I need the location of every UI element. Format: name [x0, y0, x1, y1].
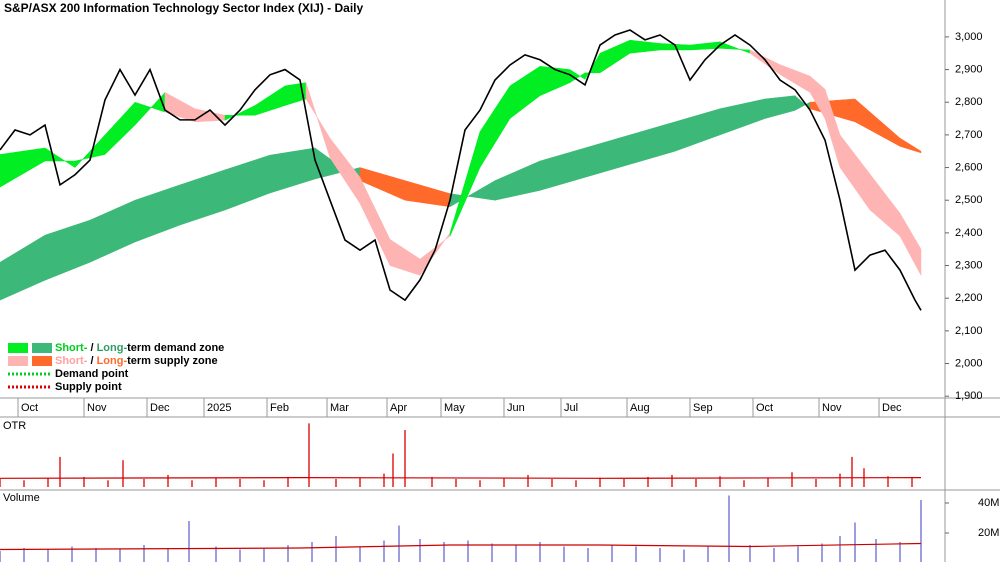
legend-text-part: term demand zone: [127, 342, 224, 354]
y-tick-label: 2,200: [955, 292, 983, 304]
zone-band: [899, 212, 922, 276]
x-tick-label: May: [444, 402, 465, 414]
legend-text-part: Long-: [97, 355, 128, 367]
y-tick-label: 2,300: [955, 259, 983, 271]
legend-text-part: Short-: [55, 342, 88, 354]
volume-average: [0, 542, 922, 551]
otr-average: [0, 477, 922, 479]
y-tick-label: 2,000: [955, 357, 983, 369]
legend-label: Short- / Long-term demand zone: [55, 342, 224, 354]
legend-text-part: Long-: [97, 342, 128, 354]
x-tick-label: Mar: [330, 402, 349, 414]
y-tick-label: 20M: [978, 527, 999, 539]
legend-swatch: [32, 356, 52, 366]
legend-swatch: [8, 356, 28, 366]
price-line: [0, 29, 922, 311]
legend-label: Demand point: [55, 368, 129, 380]
y-tick-label: 2,800: [955, 96, 983, 108]
legend-label: Supply point: [55, 381, 122, 393]
y-tick-label: 2,700: [955, 129, 983, 141]
x-tick-label: Jul: [564, 402, 578, 414]
x-tick-label: Aug: [630, 402, 650, 414]
legend-text-part: /: [87, 342, 96, 354]
x-tick-label: 2025: [207, 402, 231, 414]
legend-text-part: /: [87, 355, 96, 367]
x-tick-label: Nov: [822, 402, 842, 414]
x-tick-label: Dec: [882, 402, 902, 414]
x-tick-label: Dec: [150, 402, 170, 414]
y-tick-label: 2,600: [955, 161, 983, 173]
zone-band: [899, 137, 922, 154]
x-tick-label: Apr: [390, 402, 407, 414]
y-tick-label: 2,400: [955, 227, 983, 239]
y-tick-label: 2,100: [955, 325, 983, 337]
x-tick-label: Oct: [21, 402, 38, 414]
legend-swatch: [32, 343, 52, 353]
chart-title: S&P/ASX 200 Information Technology Secto…: [4, 1, 364, 15]
x-tick-label: Oct: [756, 402, 773, 414]
x-tick-label: Nov: [87, 402, 107, 414]
y-tick-label: 2,500: [955, 194, 983, 206]
x-tick-label: Feb: [270, 402, 289, 414]
y-tick-label: 40M: [978, 497, 999, 509]
panel-title: Volume: [3, 492, 40, 504]
legend-swatch: [8, 343, 28, 353]
panel-title: OTR: [3, 420, 26, 432]
x-tick-label: Sep: [693, 402, 713, 414]
legend-text-part: term supply zone: [127, 355, 217, 367]
y-tick-label: 2,900: [955, 63, 983, 75]
y-tick-label: 3,000: [955, 31, 983, 43]
legend-text-part: Short-: [55, 355, 88, 367]
legend-label: Short- / Long-term supply zone: [55, 355, 218, 367]
x-tick-label: Jun: [507, 402, 525, 414]
y-tick-label: 1,900: [955, 390, 983, 402]
